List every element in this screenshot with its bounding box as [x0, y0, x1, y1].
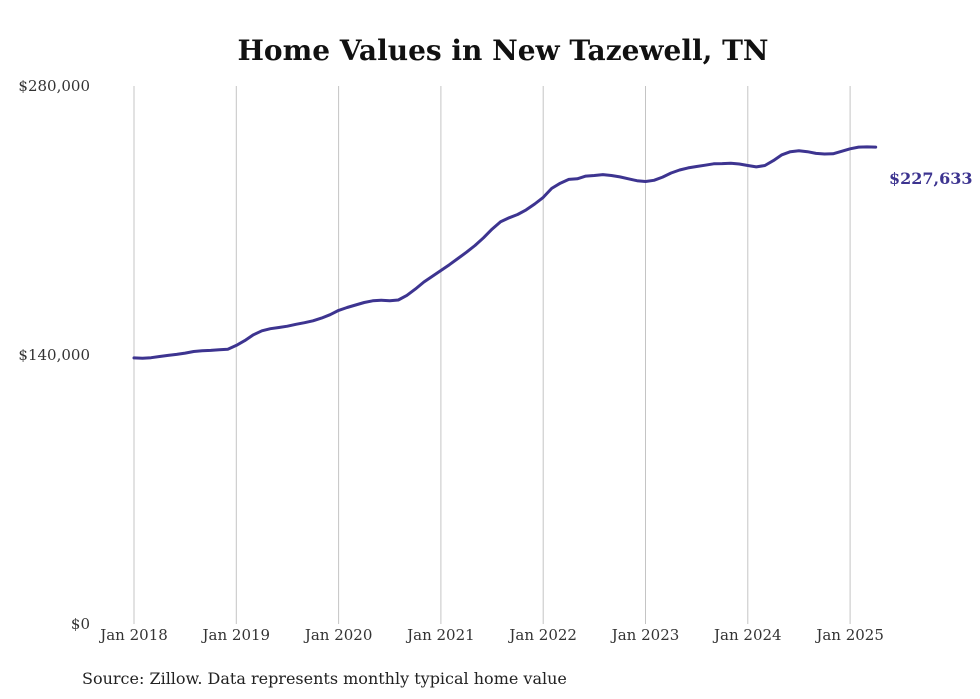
- x-tick-label: Jan 2025: [814, 626, 884, 644]
- y-tick-label: $280,000: [18, 77, 90, 95]
- x-tick-label: Jan 2022: [507, 626, 577, 644]
- chart-title: Home Values in New Tazewell, TN: [237, 34, 768, 67]
- y-tick-label: $0: [71, 615, 90, 633]
- x-tick-label: Jan 2024: [712, 626, 782, 644]
- gridlines: [133, 86, 851, 624]
- source-note: Source: Zillow. Data represents monthly …: [82, 669, 567, 688]
- x-tick-label: Jan 2020: [303, 626, 373, 644]
- x-axis-tick-labels: Jan 2018 Jan 2019 Jan 2020 Jan 2021 Jan 2022…: [98, 626, 884, 644]
- y-axis-tick-labels: $0 $140,000 $280,000: [18, 77, 90, 633]
- x-tick-label: Jan 2018: [98, 626, 168, 644]
- x-tick-label: Jan 2021: [405, 626, 475, 644]
- y-tick-label: $140,000: [18, 346, 90, 364]
- latest-value-label: $227,633: [889, 169, 973, 188]
- x-tick-label: Jan 2019: [201, 626, 271, 644]
- home-value-series-line: [132, 145, 878, 360]
- x-tick-label: Jan 2023: [610, 626, 680, 644]
